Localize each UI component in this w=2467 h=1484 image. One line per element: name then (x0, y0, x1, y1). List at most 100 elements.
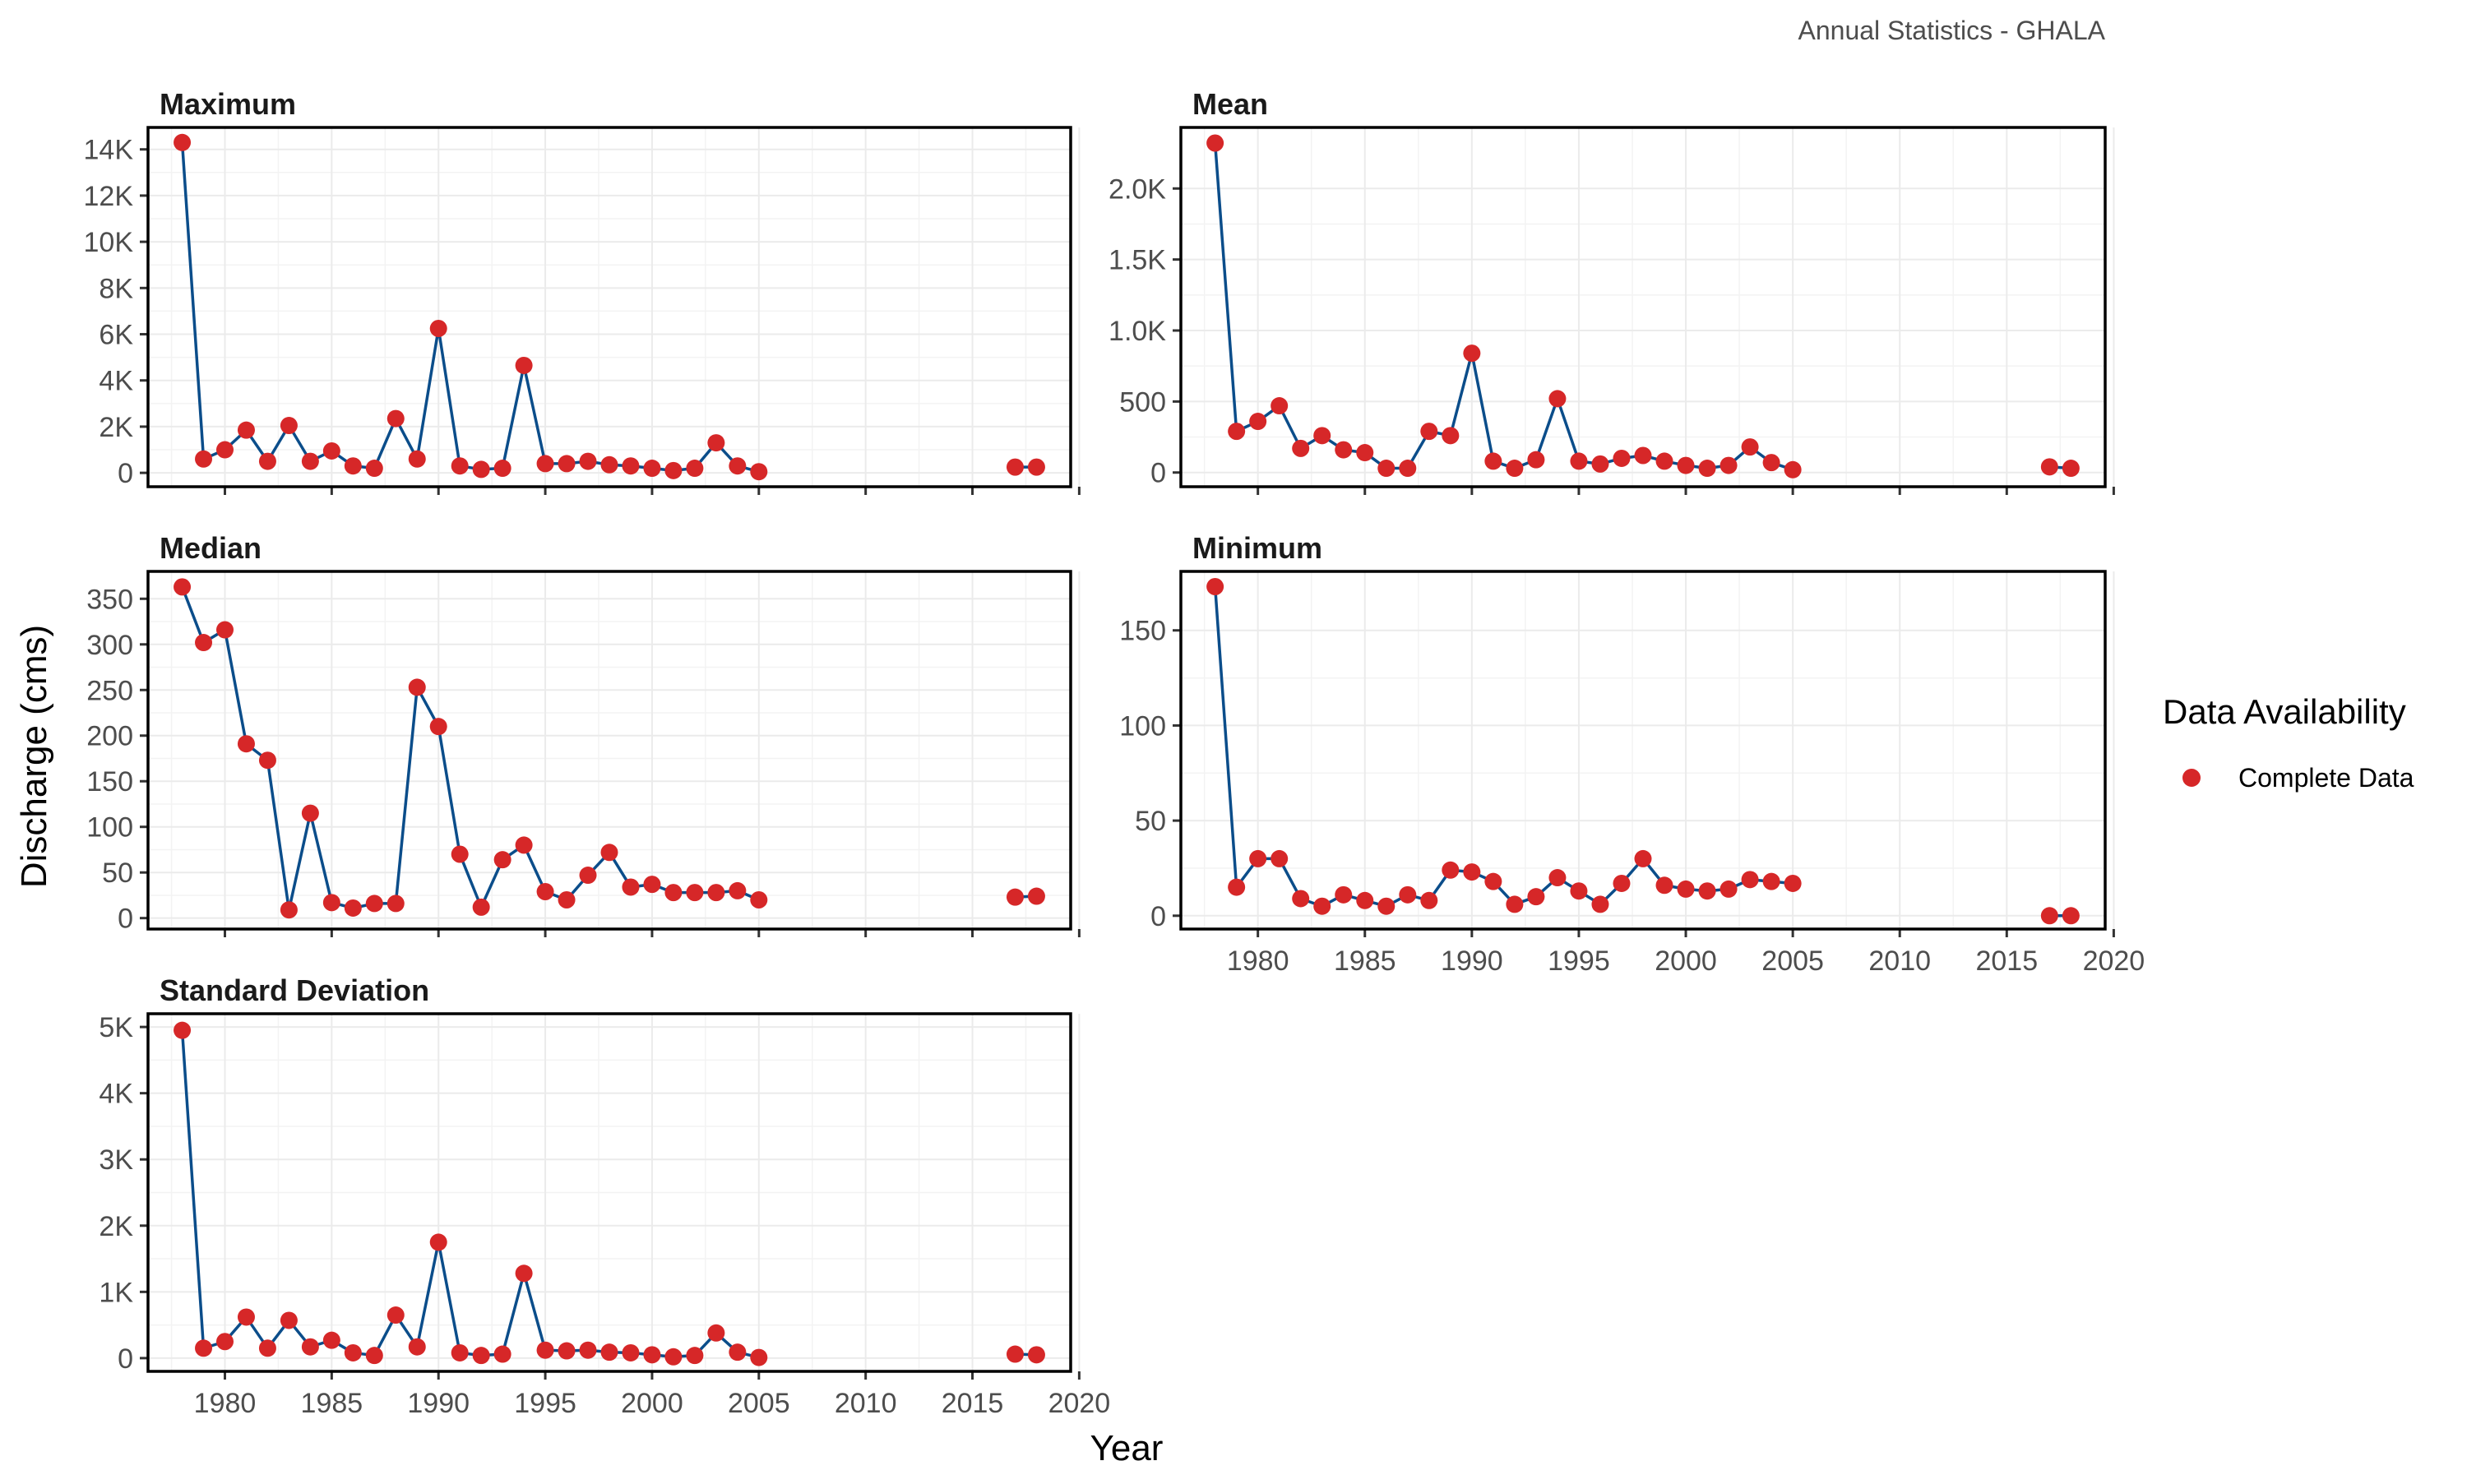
data-point (707, 434, 725, 452)
data-point (1006, 458, 1024, 476)
data-point (493, 851, 511, 869)
y-tick-label: 200 (86, 721, 133, 752)
data-point (1570, 882, 1588, 900)
y-tick-label: 8K (99, 273, 133, 304)
data-point (386, 895, 405, 913)
y-tick-label: 50 (102, 858, 133, 889)
x-tick-label: 1980 (194, 1388, 257, 1419)
data-point (1271, 397, 1289, 415)
data-point (1741, 438, 1759, 456)
data-point (600, 455, 618, 474)
data-point (365, 1347, 383, 1365)
x-tick-label: 2005 (1761, 945, 1824, 977)
y-tick-label: 1.5K (1109, 245, 1166, 276)
data-point (258, 751, 276, 770)
data-point (1027, 458, 1045, 476)
data-point (1762, 872, 1780, 890)
legend-point-complete-data (2182, 769, 2201, 787)
data-point (558, 455, 576, 473)
data-point (301, 804, 319, 822)
data-point (686, 460, 704, 478)
data-point (536, 1341, 554, 1359)
series-line (180, 142, 760, 474)
x-tick-label: 1995 (514, 1388, 576, 1419)
data-point (1762, 454, 1780, 472)
series-line (1213, 142, 1794, 471)
panel-title: Minimum (1192, 531, 1322, 565)
data-point (408, 1338, 426, 1356)
data-point (579, 1341, 597, 1359)
data-point (1027, 887, 1045, 905)
panel-title: Maximum (160, 87, 296, 121)
x-tick-label: 1985 (301, 1388, 363, 1419)
legend-label-complete-data: Complete Data (2238, 763, 2414, 793)
data-point (1548, 869, 1567, 887)
data-point (216, 621, 234, 639)
data-point (1335, 885, 1353, 904)
data-point (237, 1308, 255, 1326)
panel-minimum: 0 50 100 150 1980 1985 1990 1995 2000 2005 2010 201… (1119, 531, 2145, 977)
panel-border (146, 126, 1072, 488)
data-point (1527, 888, 1545, 906)
data-point (536, 883, 554, 901)
data-point (386, 409, 405, 428)
data-point (1591, 895, 1609, 913)
data-point (195, 1339, 213, 1357)
y-tick-label: 50 (1135, 806, 1166, 837)
data-point (322, 1331, 340, 1349)
y-tick-label: 300 (86, 630, 133, 661)
panel-border (1179, 126, 2107, 488)
data-point (515, 356, 533, 374)
data-point (1655, 876, 1673, 895)
panel-border (146, 1012, 1072, 1373)
x-tick-label: 2000 (621, 1388, 683, 1419)
x-tick-label: 1985 (1334, 945, 1396, 977)
x-tick-label: 1995 (1548, 945, 1610, 977)
data-point (280, 1311, 298, 1329)
y-tick-label: 250 (86, 675, 133, 706)
data-point (1377, 897, 1395, 915)
data-point (365, 460, 383, 478)
data-point (2040, 907, 2058, 925)
data-point (536, 455, 554, 473)
data-point (1271, 849, 1289, 867)
data-point (1006, 1345, 1024, 1363)
data-point (258, 1339, 276, 1357)
data-point (429, 1233, 447, 1251)
data-point (600, 1343, 618, 1361)
data-point (1548, 390, 1567, 408)
data-point (195, 634, 213, 652)
data-point (408, 450, 426, 468)
x-tick-label: 2010 (1868, 945, 1931, 977)
data-point (643, 1346, 661, 1364)
data-point (216, 441, 234, 459)
y-tick-label: 4K (99, 1079, 133, 1110)
series-line (180, 586, 760, 912)
x-tick-label: 2015 (942, 1388, 1004, 1419)
data-point (322, 894, 340, 912)
panel-title: Standard Deviation (160, 973, 429, 1007)
data-point (429, 718, 447, 736)
x-tick-label: 2015 (1975, 945, 2038, 977)
legend-title: Data Availability (2163, 692, 2406, 731)
panel-title: Mean (1192, 87, 1268, 121)
data-point (1420, 423, 1438, 441)
y-tick-label: 100 (1119, 710, 1166, 742)
data-point (174, 133, 192, 151)
data-point (1027, 1346, 1045, 1364)
data-point (1784, 874, 1802, 892)
data-point (643, 460, 661, 478)
data-point (1249, 849, 1267, 867)
data-point (1228, 878, 1246, 896)
data-point (1655, 452, 1673, 470)
data-point (643, 876, 661, 894)
y-tick-label: 6K (99, 320, 133, 351)
data-point (1249, 413, 1267, 431)
data-point (174, 1021, 192, 1039)
y-tick-label: 500 (1119, 386, 1166, 418)
data-point (472, 1347, 490, 1365)
x-tick-label: 2020 (1048, 1388, 1111, 1419)
data-point (579, 452, 597, 470)
y-tick-label: 12K (84, 181, 134, 212)
